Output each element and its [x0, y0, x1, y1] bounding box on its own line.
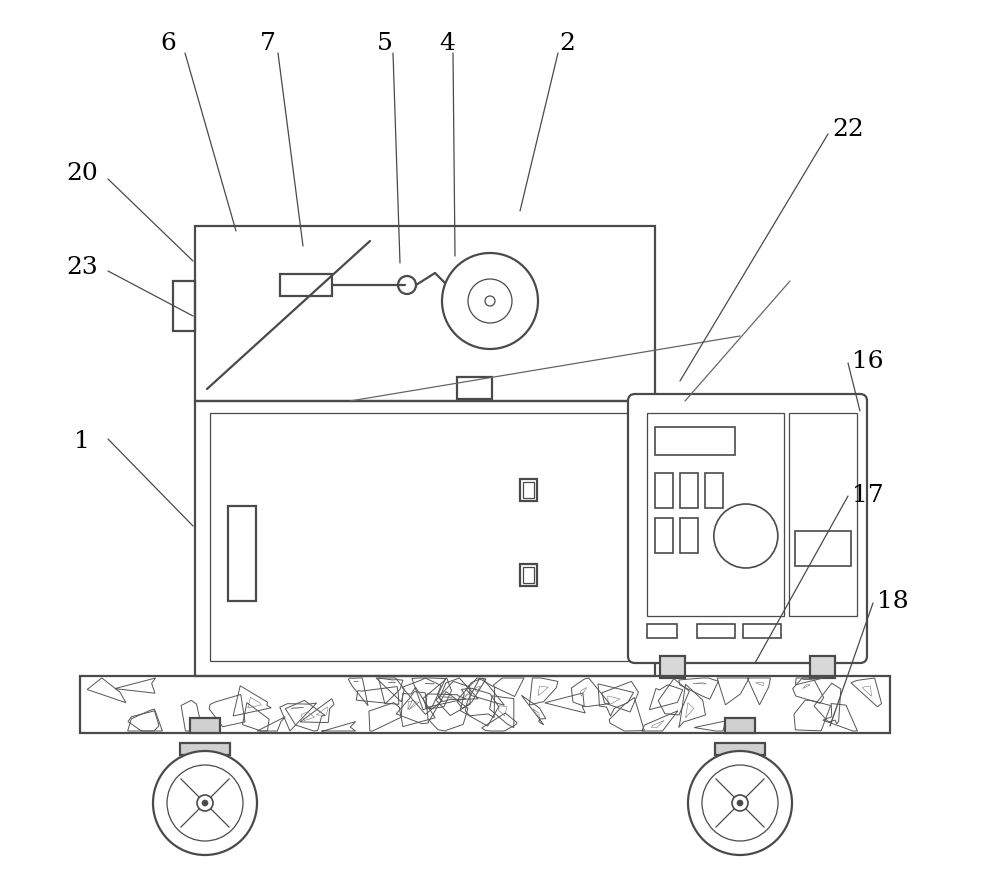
Text: 5: 5 — [377, 32, 393, 55]
Bar — [195, 226, 655, 401]
Text: 2: 2 — [559, 32, 575, 55]
FancyBboxPatch shape — [628, 394, 867, 663]
Bar — [280, 274, 332, 296]
Circle shape — [153, 751, 257, 855]
Bar — [697, 624, 735, 638]
Text: 22: 22 — [832, 118, 864, 141]
Text: 18: 18 — [877, 590, 909, 612]
Bar — [80, 676, 890, 733]
Text: 20: 20 — [66, 162, 98, 185]
Circle shape — [732, 795, 748, 811]
Circle shape — [688, 751, 792, 855]
Bar — [680, 473, 698, 508]
Bar — [655, 473, 673, 508]
Bar — [210, 413, 640, 661]
Bar — [655, 518, 673, 553]
Text: 23: 23 — [66, 257, 98, 280]
Bar — [743, 624, 781, 638]
Bar — [520, 564, 537, 586]
Bar — [523, 482, 534, 498]
Bar — [190, 718, 220, 733]
Text: 17: 17 — [852, 485, 884, 508]
Text: 6: 6 — [160, 32, 176, 55]
Bar — [523, 567, 534, 583]
Bar — [228, 506, 256, 601]
Text: 1: 1 — [74, 429, 90, 453]
Text: 7: 7 — [260, 32, 276, 55]
Bar — [725, 718, 755, 733]
Bar — [647, 413, 784, 616]
Bar — [810, 656, 835, 678]
Bar — [180, 743, 230, 755]
Bar — [520, 479, 537, 501]
Bar — [457, 377, 492, 399]
Bar — [173, 281, 195, 331]
Circle shape — [485, 296, 495, 306]
Bar — [655, 427, 735, 455]
Bar — [647, 624, 677, 638]
Circle shape — [202, 800, 208, 806]
Bar — [705, 473, 723, 508]
Text: 16: 16 — [852, 349, 884, 372]
Circle shape — [737, 800, 743, 806]
Bar — [660, 656, 685, 678]
Bar — [195, 401, 655, 676]
Bar — [715, 743, 765, 755]
Text: 4: 4 — [439, 32, 455, 55]
Circle shape — [197, 795, 213, 811]
Bar — [789, 413, 857, 616]
Bar — [680, 518, 698, 553]
Bar — [795, 531, 851, 566]
